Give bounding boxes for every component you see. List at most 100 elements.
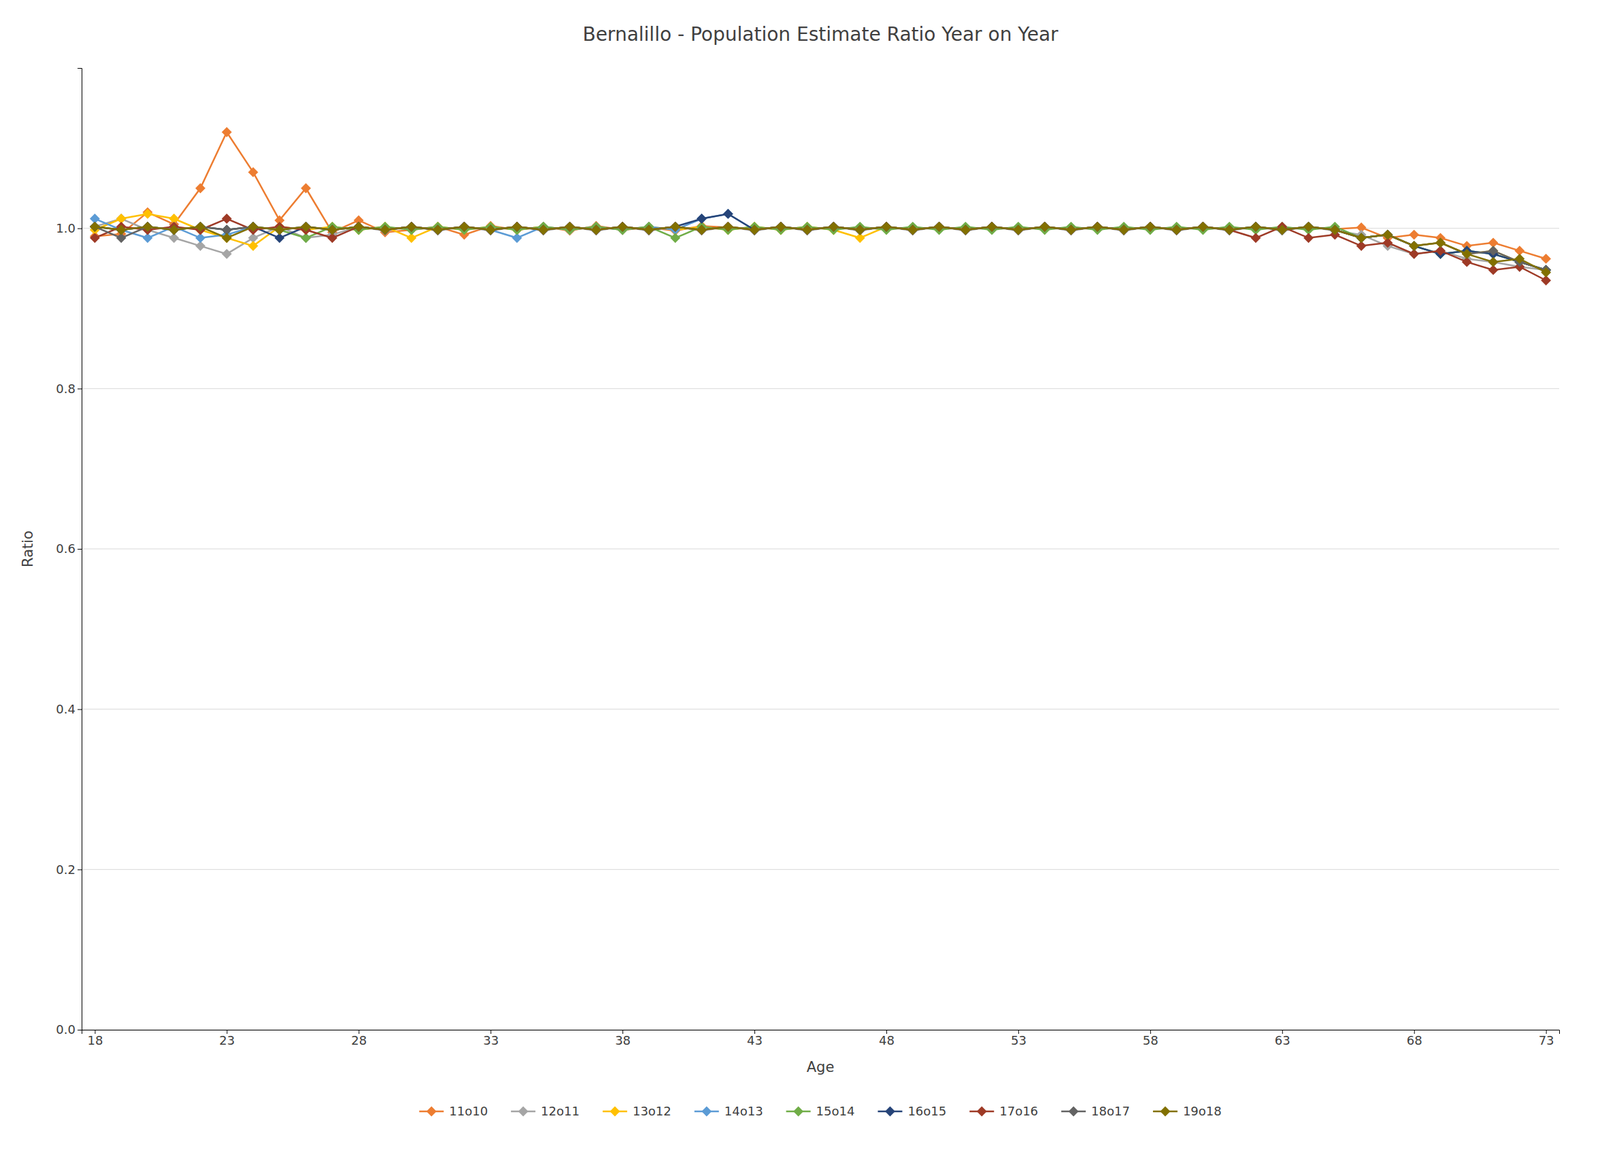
tick: 1.0: [55, 221, 82, 236]
point-marker: [1540, 253, 1552, 264]
point-marker: [855, 225, 866, 236]
point-marker: [1039, 221, 1050, 232]
tick-label: 63: [1274, 1033, 1291, 1048]
tick: 68: [1406, 1029, 1423, 1048]
point-marker: [591, 225, 602, 236]
point-marker: [538, 225, 549, 236]
point-marker: [538, 225, 549, 236]
plot: 1823283338434853586368730.00.20.40.60.81…: [55, 68, 1560, 1048]
point-marker: [221, 127, 232, 138]
point-marker: [168, 225, 179, 236]
axis-line: [82, 1030, 1560, 1035]
point-marker: [828, 221, 839, 232]
point-marker: [960, 225, 971, 236]
tick-label: 58: [1142, 1033, 1159, 1048]
point-marker: [617, 221, 628, 232]
point-marker: [1251, 232, 1262, 243]
point-marker: [1119, 225, 1130, 236]
point-marker: [670, 221, 681, 232]
point-marker: [934, 221, 945, 232]
point-marker: [1356, 232, 1367, 243]
tick: 23: [219, 1029, 235, 1048]
point-marker: [353, 221, 364, 232]
point-marker: [1461, 248, 1473, 260]
point-marker: [1408, 240, 1420, 252]
point-marker: [723, 208, 734, 220]
tick: 43: [746, 1029, 763, 1048]
legend-label: 15o14: [816, 1104, 856, 1119]
point-marker: [512, 221, 523, 232]
point-marker: [1065, 225, 1077, 236]
grid-line: [81, 548, 1560, 550]
point-marker: [1119, 225, 1130, 236]
point-marker: [1382, 229, 1393, 241]
point-marker: [564, 221, 575, 232]
legend-marker: [518, 1106, 529, 1118]
point-marker: [907, 225, 918, 236]
y-axis-title: Ratio: [19, 530, 37, 568]
point-marker: [89, 221, 100, 232]
point-marker: [380, 225, 391, 236]
point-marker: [1514, 253, 1525, 264]
point-marker: [380, 225, 391, 236]
point-marker: [723, 221, 734, 232]
grid-line: [81, 388, 1560, 390]
point-marker: [274, 225, 285, 236]
point-marker: [564, 221, 575, 232]
point-marker: [881, 221, 892, 232]
point-marker: [749, 225, 760, 236]
tick: 33: [482, 1029, 499, 1048]
tick: 0.4: [55, 702, 82, 717]
tick-label: 0.4: [55, 702, 76, 717]
point-marker: [300, 221, 311, 232]
point-marker: [512, 221, 523, 232]
point-marker: [1251, 221, 1262, 232]
point-marker: [538, 225, 549, 236]
series-line: [94, 213, 1546, 270]
point-marker: [1012, 225, 1024, 236]
point-marker: [248, 221, 259, 232]
point-marker: [221, 213, 232, 224]
tick-label: 23: [219, 1033, 235, 1048]
legend-item: 16o15: [877, 1104, 947, 1119]
point-marker: [142, 221, 154, 232]
point-marker: [274, 225, 285, 236]
grid-line: [81, 869, 1560, 871]
point-marker: [670, 221, 681, 232]
series: [89, 208, 1552, 275]
series-line: [94, 131, 1546, 259]
tick-label: 0.2: [55, 862, 76, 877]
point-marker: [907, 225, 918, 236]
series: [89, 221, 1552, 275]
point-marker: [1356, 232, 1367, 243]
legend-label: 14o13: [724, 1104, 764, 1119]
tick: 53: [1010, 1029, 1027, 1048]
point-marker: [1251, 221, 1262, 232]
point-marker: [1356, 232, 1367, 243]
point-marker: [1144, 221, 1156, 232]
point-marker: [1382, 229, 1393, 241]
point-marker: [1303, 221, 1314, 232]
tick-mark: [77, 548, 82, 550]
point-marker: [1092, 221, 1103, 232]
point-marker: [380, 225, 391, 236]
point-marker: [1408, 229, 1420, 241]
point-marker: [828, 221, 839, 232]
chart: 1823283338434853586368730.00.20.40.60.81…: [0, 0, 1600, 1159]
point-marker: [1435, 237, 1446, 248]
point-marker: [327, 225, 338, 236]
point-marker: [1382, 229, 1393, 241]
point-marker: [1224, 225, 1235, 236]
plot-area: [89, 127, 1552, 286]
point-marker: [643, 225, 654, 236]
legend-item: 13o12: [602, 1104, 672, 1119]
point-marker: [1197, 221, 1209, 232]
point-marker: [1171, 225, 1182, 236]
tick-label: 68: [1406, 1033, 1423, 1048]
point-marker: [934, 221, 945, 232]
point-marker: [1408, 240, 1420, 252]
legend-label: 19o18: [1182, 1104, 1222, 1119]
point-marker: [696, 225, 707, 236]
point-marker: [248, 240, 259, 252]
point-marker: [617, 221, 628, 232]
